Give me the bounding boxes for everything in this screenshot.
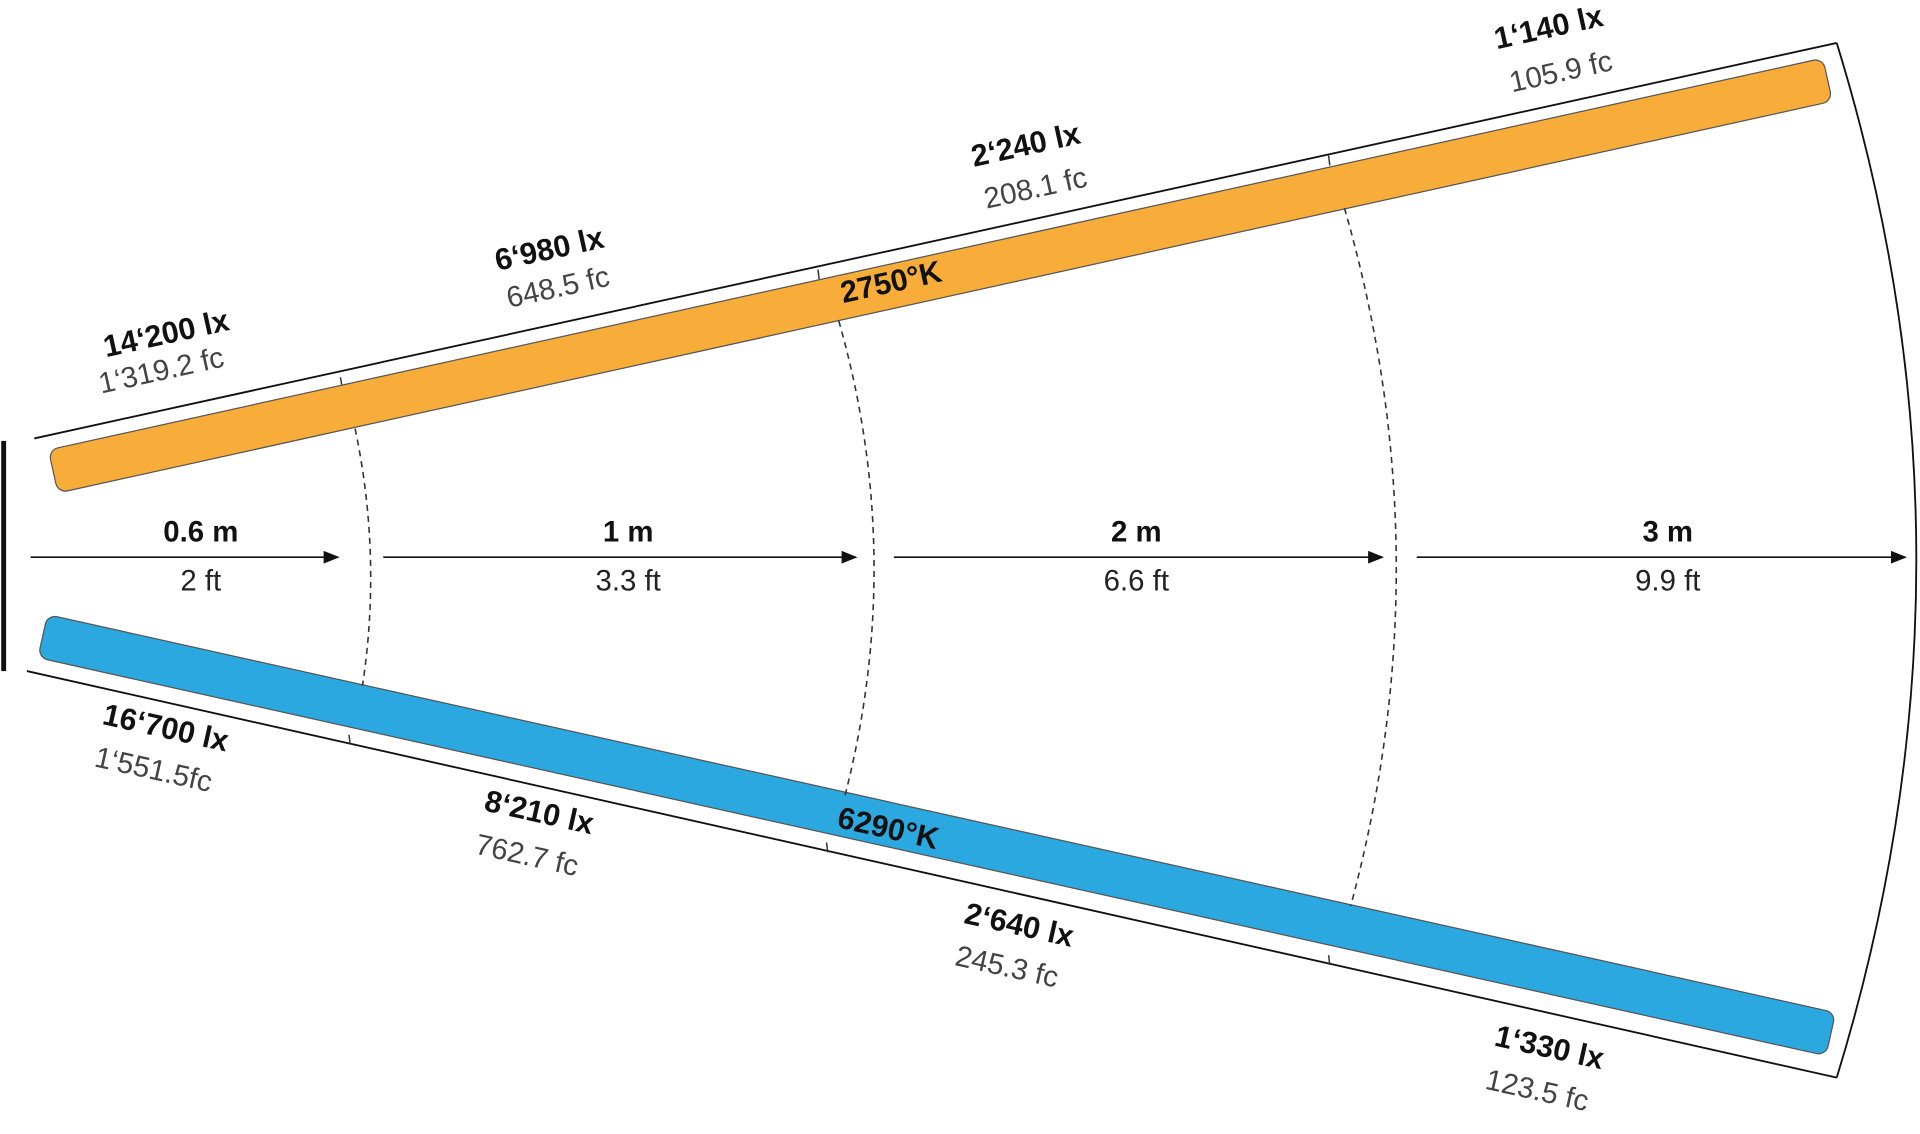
distance-metric: 0.6 m — [163, 516, 238, 549]
fc-reading: 208.1 fc — [981, 161, 1090, 216]
beam-arc — [1835, 42, 1918, 1078]
distance-imperial: 3.3 ft — [595, 565, 660, 598]
beam-edge — [34, 42, 1837, 440]
distance-metric: 3 m — [1642, 516, 1693, 549]
distance-arc — [354, 428, 372, 686]
distance-arc — [1343, 208, 1398, 907]
distance-arc — [838, 320, 875, 797]
distance-metric: 2 m — [1111, 516, 1162, 549]
distance-imperial: 2 ft — [180, 565, 221, 598]
fc-reading: 123.5 fc — [1483, 1063, 1592, 1118]
fc-reading: 762.7 fc — [472, 828, 581, 883]
warm-band — [49, 59, 1832, 492]
cool-bar — [39, 615, 1835, 1055]
distance-imperial: 9.9 ft — [1635, 565, 1700, 598]
fc-reading: 105.9 fc — [1506, 44, 1615, 99]
cool-band — [39, 615, 1835, 1055]
edge-ticks — [339, 155, 1331, 966]
distance-metric: 1 m — [603, 516, 654, 549]
beam-edge — [26, 670, 1837, 1079]
distance-imperial: 6.6 ft — [1104, 565, 1169, 598]
warm-bar — [49, 59, 1832, 492]
